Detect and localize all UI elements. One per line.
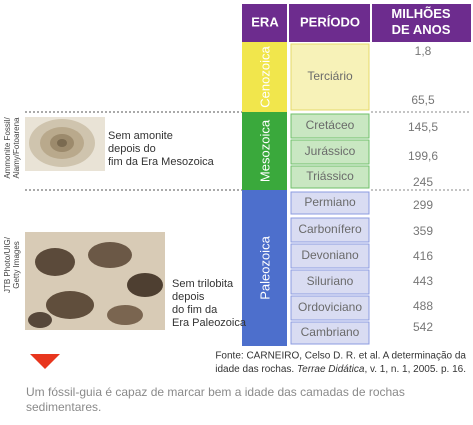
source-line: Fonte: CARNEIRO, Celso D. R. et al. A de… — [215, 351, 466, 362]
period-name: Jurássico — [305, 144, 356, 158]
header-ages: MILHÕES DE ANOS — [391, 6, 451, 37]
era-mesozoica — [242, 112, 288, 190]
photo-credit: Getty Images — [12, 241, 21, 289]
source-part: Terrae Didática — [297, 364, 365, 375]
period-name: Ordoviciano — [298, 300, 362, 314]
period-name: Cambriano — [301, 325, 360, 339]
source-line: idade das rochas. Terrae Didática, v. 1,… — [215, 364, 466, 375]
age-value: 1,8 — [415, 44, 432, 58]
age-value: 416 — [413, 249, 433, 263]
age-value: 299 — [413, 198, 433, 212]
figure-caption: depois do — [108, 143, 156, 155]
period-box — [290, 191, 370, 215]
photo-credit: JTB Photo/UIG/ — [3, 236, 12, 293]
era-name: Paleozoica — [257, 235, 272, 299]
marker-triangle — [30, 354, 60, 369]
trilobite-image — [25, 232, 165, 330]
age-value: 542 — [413, 320, 433, 334]
period-box — [290, 321, 370, 345]
caption: Um fóssil-guia é capaz de marcar bem a i… — [26, 385, 405, 399]
header-era: ERA — [251, 14, 279, 29]
period-box — [290, 165, 370, 189]
age-value: 359 — [413, 224, 433, 238]
figure-caption: depois — [172, 291, 205, 303]
period-box — [290, 243, 370, 269]
age-value: 65,5 — [411, 93, 435, 107]
period-box — [290, 295, 370, 321]
header-period: PERÍODO — [300, 14, 360, 29]
period-name: Carbonífero — [298, 222, 362, 236]
age-value: 443 — [413, 274, 433, 288]
ammonite-image — [25, 117, 105, 171]
source-part: idade das rochas. — [215, 364, 297, 375]
period-name: Devoniano — [301, 248, 359, 262]
period-box — [290, 269, 370, 295]
header-bg — [242, 4, 471, 42]
period-box — [290, 113, 370, 139]
era-name: Mesozoica — [257, 119, 272, 182]
figure-caption: Era Paleozoica — [172, 317, 247, 329]
era-cenozoica — [242, 42, 288, 112]
period-box — [290, 43, 370, 111]
age-value: 245 — [413, 175, 433, 189]
source-part: , v. 1, n. 1, 2005. p. 16. — [364, 364, 466, 375]
age-value: 145,5 — [408, 120, 438, 134]
period-name: Triássico — [306, 169, 354, 183]
photo-credit: Alamy/Fotoarena — [12, 117, 21, 178]
age-value: 199,6 — [408, 149, 438, 163]
figure-caption: do fim da — [172, 304, 218, 316]
period-box — [290, 139, 370, 165]
figure-caption: Sem amonite — [108, 130, 173, 142]
era-name: Cenozoica — [257, 46, 272, 108]
period-name: Terciário — [307, 69, 353, 83]
photo-credit: Ammonite Fossil/ — [3, 117, 12, 179]
period-box — [290, 217, 370, 243]
period-name: Cretáceo — [306, 118, 355, 132]
figure-caption: Sem trilobita — [172, 278, 234, 290]
period-name: Permiano — [304, 195, 356, 209]
era-paleozoica — [242, 190, 288, 346]
figure-caption: fim da Era Mesozoica — [108, 156, 215, 168]
age-value: 488 — [413, 299, 433, 313]
caption: sedimentares. — [26, 400, 101, 414]
period-name: Siluriano — [307, 274, 354, 288]
